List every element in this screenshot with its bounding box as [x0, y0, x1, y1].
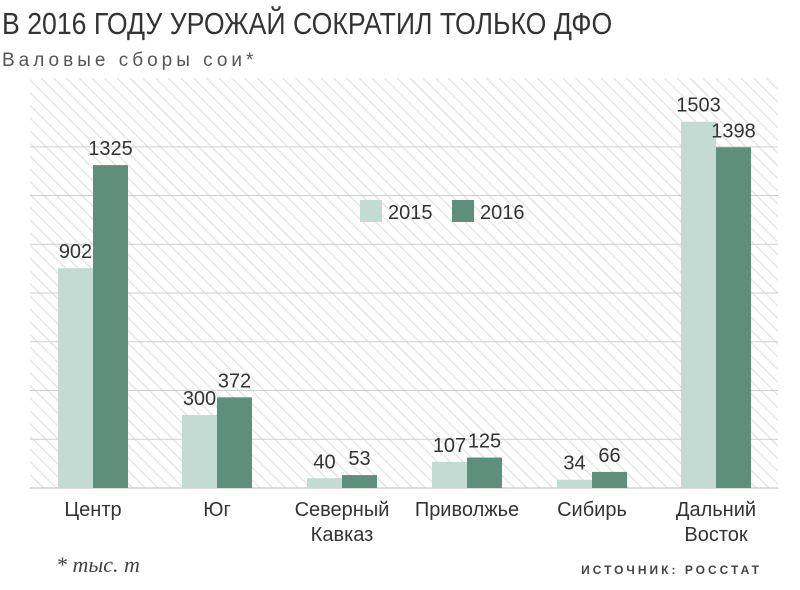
legend-label-2015: 2015	[388, 202, 433, 224]
legend-swatch-2015	[360, 200, 382, 222]
data-label-2016-0: 1325	[88, 138, 133, 160]
bar-2016-0	[93, 165, 128, 488]
category-label-5: Восток	[684, 524, 748, 546]
category-label-4: Сибирь	[557, 499, 627, 521]
category-label-3: Приволжье	[415, 499, 519, 521]
bar-2016-2	[342, 475, 377, 488]
data-label-2015-1: 300	[183, 388, 216, 410]
bar-2015-1	[182, 414, 217, 488]
footnote: * тыс. т	[56, 552, 140, 577]
chart-title: В 2016 ГОДУ УРОЖАЙ СОКРАТИЛ ТОЛЬКО ДФО	[2, 6, 613, 41]
data-label-2015-2: 40	[313, 451, 335, 473]
data-label-2016-1: 372	[218, 370, 251, 392]
plot-background	[30, 78, 778, 488]
data-label-2016-2: 53	[348, 448, 370, 470]
data-label-2015-4: 34	[563, 453, 585, 475]
data-label-2015-0: 902	[59, 241, 92, 263]
bar-2015-0	[58, 268, 93, 488]
source-credit: ИСТОЧНИК: РОССТАТ	[581, 563, 762, 577]
legend-label-2016: 2016	[480, 202, 525, 224]
data-label-2015-5: 1503	[676, 95, 721, 117]
bar-2016-4	[592, 471, 627, 488]
category-label-5: Дальний	[676, 499, 756, 521]
bar-2015-3	[432, 461, 467, 488]
data-label-2016-4: 66	[598, 445, 620, 467]
legend-swatch-2016	[452, 200, 474, 222]
data-label-2016-5: 1398	[711, 120, 756, 142]
data-label-2015-3: 107	[433, 435, 466, 457]
category-label-1: Юг	[203, 499, 231, 521]
category-label-0: Центр	[64, 499, 121, 521]
bar-2015-4	[557, 479, 592, 488]
bar-2016-3	[467, 457, 502, 488]
bar-2016-1	[217, 397, 252, 488]
category-label-2: Кавказ	[311, 524, 374, 546]
bar-2015-2	[307, 478, 342, 488]
data-label-2016-3: 125	[468, 431, 501, 453]
chart-subtitle: Валовые сборы сои*	[2, 50, 258, 71]
bar-2016-5	[716, 147, 751, 488]
category-label-2: Северный	[295, 499, 390, 521]
bar-2015-5	[681, 121, 716, 488]
